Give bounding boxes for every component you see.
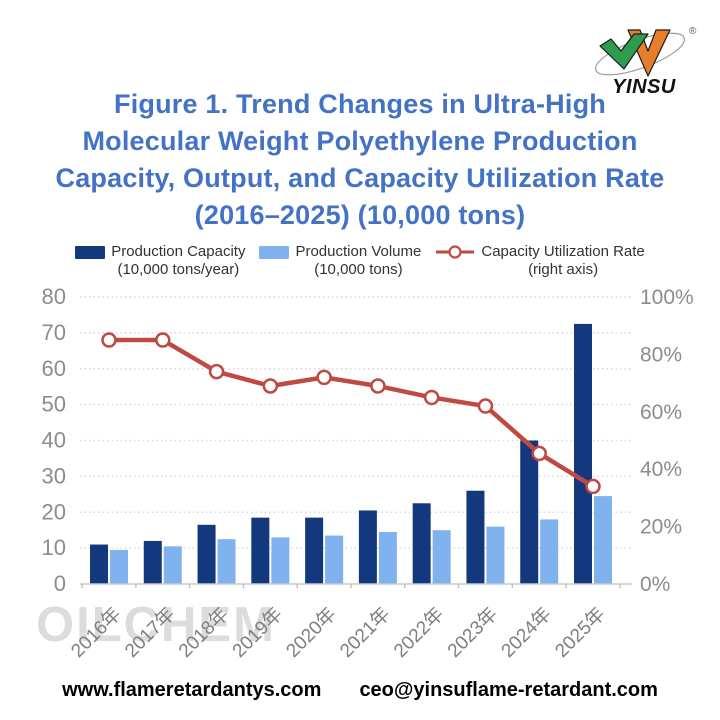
- utilization-marker-2017年: [155, 332, 171, 348]
- legend-label-line1: Production Capacity: [111, 243, 246, 260]
- bar-volume-2022年: [432, 530, 451, 584]
- logo-green-check-icon: [599, 33, 649, 70]
- left-axis-tick-label: 40: [42, 428, 66, 453]
- figure-title-line-2: Molecular Weight Polyethylene Production: [82, 126, 638, 156]
- volume-swatch-icon: [259, 246, 290, 259]
- utilization-marker-2019年: [262, 378, 279, 394]
- bar-volume-2021年: [378, 531, 397, 584]
- legend-label: Production Capacity (10,000 tons/year): [111, 243, 245, 279]
- figure-title-line-4: (2016–2025) (10,000 tons): [194, 200, 526, 230]
- left-axis-tick-label: 10: [42, 535, 66, 560]
- bar-capacity-2022年: [412, 503, 431, 584]
- bar-capacity-2019年: [251, 517, 270, 584]
- capacity-swatch-icon: [75, 246, 106, 259]
- utilization-line-marker-icon: [436, 245, 475, 259]
- right-axis-tick-label: 20%: [640, 516, 682, 539]
- x-axis-label-2023年: 2023年: [443, 603, 502, 662]
- footer-website: www.flameretardantys.com: [62, 679, 322, 701]
- chart-legend: Production Capacity (10,000 tons/year) P…: [0, 243, 720, 279]
- figure-title: Figure 1. Trend Changes in Ultra-High Mo…: [0, 86, 720, 234]
- right-axis-tick-label: 100%: [640, 286, 694, 309]
- bar-volume-2018年: [217, 539, 236, 584]
- watermark: OILCHEM: [36, 598, 276, 652]
- utilization-marker-2023年: [477, 398, 494, 414]
- utilization-marker-2021年: [370, 378, 386, 394]
- left-axis-tick-label: 30: [42, 463, 66, 488]
- bar-volume-2023年: [486, 526, 505, 584]
- legend-label-line1: Capacity Utilization Rate: [481, 243, 645, 260]
- bar-volume-2020年: [325, 535, 344, 584]
- registered-trademark-icon: ®: [689, 26, 697, 37]
- legend-item-utilization-rate: Capacity Utilization Rate (right axis): [435, 243, 645, 279]
- bar-volume-2016年: [110, 549, 128, 584]
- bar-capacity-2020年: [305, 517, 324, 584]
- utilization-marker-2020年: [316, 369, 332, 386]
- bar-capacity-2018年: [197, 524, 216, 584]
- x-axis-label-2020年: 2020年: [282, 603, 341, 662]
- bar-volume-2017年: [163, 546, 182, 584]
- bar-capacity-2016年: [90, 544, 108, 584]
- bar-volume-2019年: [271, 537, 290, 584]
- bar-capacity-2024年: [520, 440, 539, 584]
- left-axis-tick-label: 60: [42, 356, 66, 381]
- utilization-marker-2016年: [101, 332, 117, 348]
- utilization-marker-2018年: [208, 363, 225, 380]
- company-logo: ® YINSU: [594, 26, 697, 98]
- legend-label-line2: (10,000 tons): [314, 261, 403, 278]
- footer-email: ceo@yinsuflame-retardant.com: [359, 679, 658, 701]
- utilization-marker-2022年: [423, 389, 440, 406]
- figure-title-line-3: Capacity, Output, and Capacity Utilizati…: [55, 163, 665, 193]
- legend-label: Production Volume (10,000 tons): [295, 243, 421, 279]
- x-axis-label-2022年: 2022年: [389, 603, 448, 662]
- left-axis-tick-label: 70: [42, 320, 66, 345]
- legend-label-line1: Production Volume: [295, 243, 422, 260]
- legend-label: Capacity Utilization Rate (right axis): [481, 243, 644, 279]
- legend-item-production-capacity: Production Capacity (10,000 tons/year): [75, 243, 245, 279]
- left-axis-tick-label: 50: [42, 392, 66, 417]
- legend-label-line2: (right axis): [528, 261, 599, 278]
- left-axis-tick-label: 80: [42, 284, 66, 309]
- bar-capacity-2023年: [466, 490, 485, 584]
- left-axis-tick-label: 20: [42, 499, 66, 524]
- left-axis-tick-label: 0: [54, 571, 66, 596]
- bar-capacity-2017年: [143, 540, 162, 584]
- bar-volume-2025年: [594, 496, 612, 584]
- utilization-marker-2024年: [531, 445, 547, 462]
- x-axis-label-2021年: 2021年: [336, 603, 395, 662]
- utilization-line: [106, 337, 596, 489]
- right-axis-tick-label: 0%: [640, 573, 670, 596]
- legend-label-line2: (10,000 tons/year): [117, 261, 240, 278]
- bar-capacity-2021年: [358, 510, 377, 584]
- x-axis-label-2025年: 2025年: [551, 603, 610, 662]
- x-axis-label-2024年: 2024年: [497, 603, 556, 662]
- right-axis-tick-label: 80%: [640, 343, 682, 366]
- legend-item-production-volume: Production Volume (10,000 tons): [259, 243, 421, 279]
- bar-volume-2024年: [540, 519, 559, 584]
- footer: www.flameretardantys.com ceo@yinsuflame-…: [0, 679, 720, 702]
- logo-wordmark: YINSU: [612, 76, 676, 98]
- utilization-marker-2025年: [585, 478, 601, 495]
- right-axis-tick-label: 40%: [640, 458, 682, 481]
- right-axis-tick-label: 60%: [640, 401, 682, 424]
- figure-title-line-1: Figure 1. Trend Changes in Ultra-High: [114, 89, 606, 119]
- bar-capacity-2025年: [574, 323, 592, 584]
